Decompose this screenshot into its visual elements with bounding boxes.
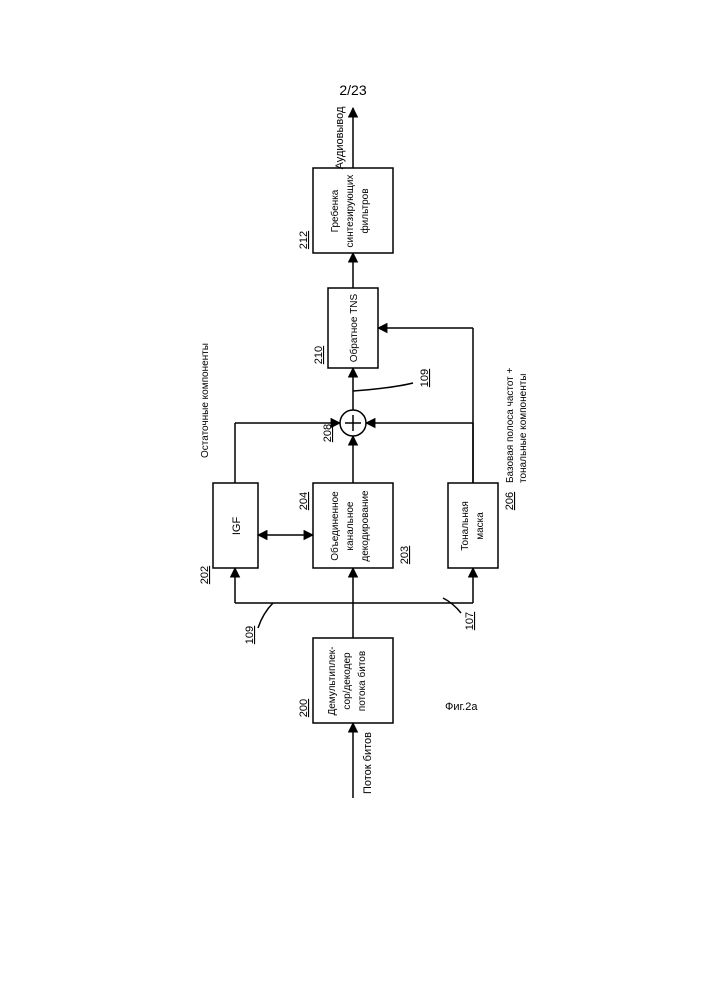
label-baseband-1: Базовая полоса частот + bbox=[505, 367, 516, 483]
ref-107: 107 bbox=[464, 612, 476, 630]
igf-id: 202 bbox=[199, 566, 211, 584]
ref-109-top: 109 bbox=[244, 626, 256, 644]
mask-line1: Тональная bbox=[460, 501, 471, 551]
tns-id: 210 bbox=[313, 346, 325, 364]
synth-id: 212 bbox=[298, 231, 310, 249]
figure-caption: Фиг.2a bbox=[445, 701, 478, 713]
joint-id2: 203 bbox=[399, 546, 411, 564]
diagram-scene: Демультиплек- сор/декодер потока битов 2… bbox=[199, 106, 529, 798]
mask-id: 206 bbox=[504, 492, 516, 510]
leader-109-top bbox=[258, 603, 273, 628]
label-input: Поток битов bbox=[362, 732, 374, 794]
label-output: Аудиовывод bbox=[334, 106, 346, 169]
ref-109-after: 109 bbox=[419, 369, 431, 387]
synth-line3: фильтров bbox=[359, 188, 371, 233]
demux-line2: сор/декодер bbox=[342, 652, 353, 710]
page-header: 2/23 bbox=[339, 82, 366, 98]
block-sum: 208 bbox=[322, 410, 366, 442]
joint-line1: Объединенное bbox=[329, 491, 341, 561]
block-mask: Тональная маска 206 bbox=[448, 483, 516, 568]
block-igf: IGF 202 bbox=[199, 483, 258, 584]
block-synth: Гребенка синтезирующих фильтров 212 bbox=[298, 168, 393, 253]
joint-line2: канальное bbox=[345, 501, 356, 550]
demux-id: 200 bbox=[298, 699, 310, 717]
joint-line3: декодирование bbox=[360, 490, 371, 562]
block-tns: Обратное TNS 210 bbox=[313, 288, 378, 368]
label-residual: Остаточные компоненты bbox=[200, 343, 211, 458]
label-baseband-2: тональные компоненты bbox=[518, 374, 529, 483]
igf-text: IGF bbox=[231, 517, 243, 536]
tns-text: Обратное TNS bbox=[348, 293, 360, 362]
joint-id: 204 bbox=[298, 492, 310, 510]
block-demux: Демультиплек- сор/декодер потока битов 2… bbox=[298, 638, 393, 723]
synth-line1: Гребенка bbox=[329, 189, 341, 232]
mask-line2: маска bbox=[475, 512, 486, 540]
block-joint: Объединенное канальное декодирование 204… bbox=[298, 483, 411, 568]
demux-line3: потока битов bbox=[356, 651, 368, 711]
synth-line2: синтезирующих bbox=[345, 175, 356, 248]
leader-109-after bbox=[353, 383, 413, 391]
sum-id: 208 bbox=[322, 424, 334, 442]
leader-107 bbox=[443, 598, 461, 613]
demux-line1: Демультиплек- bbox=[327, 646, 338, 715]
